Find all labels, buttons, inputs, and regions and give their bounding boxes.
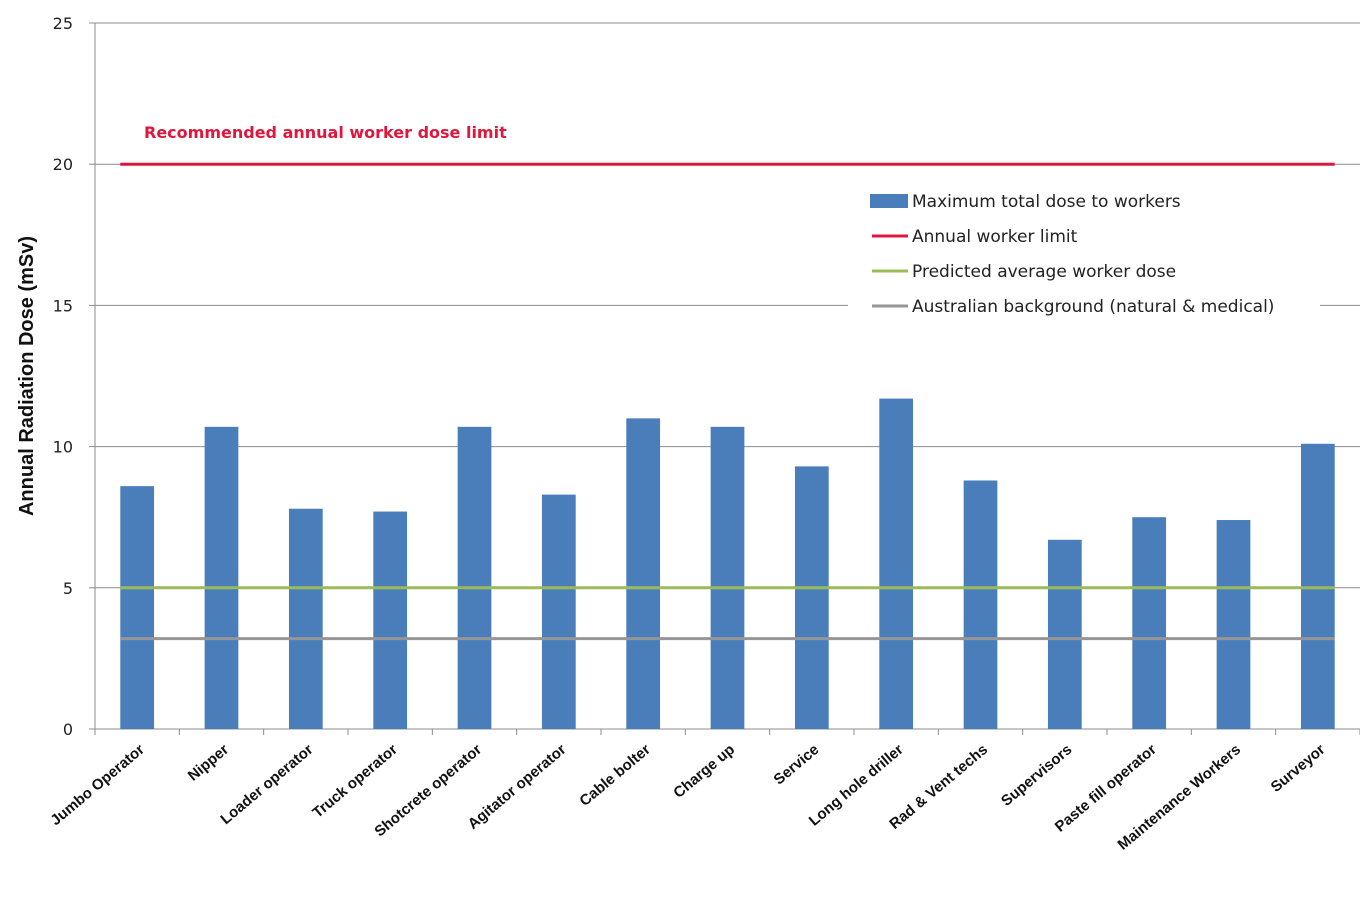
bar: [288, 508, 323, 729]
x-category-label: Supervisors: [998, 741, 1075, 810]
y-tick-label: 5: [63, 579, 73, 598]
bar: [1216, 520, 1251, 729]
x-category-label: Loader operator: [217, 741, 316, 828]
bar: [1047, 539, 1082, 729]
bar: [710, 426, 745, 729]
y-tick-labels: 0 5 10 15 20 25: [53, 14, 73, 739]
bar: [120, 486, 155, 729]
x-category-label: Nipper: [185, 741, 232, 785]
reference-lines: [120, 162, 1335, 641]
y-tick-label: 25: [53, 14, 73, 33]
legend-label: Annual worker limit: [912, 227, 1078, 247]
bar: [457, 426, 492, 729]
y-tick-label: 0: [63, 720, 73, 739]
legend-swatch-bar: [870, 194, 908, 208]
bar: [373, 511, 408, 729]
bar: [794, 466, 829, 729]
legend-label: Maximum total dose to workers: [912, 192, 1181, 212]
y-axis-label: Annual Radiation Dose (mSv): [16, 236, 38, 516]
legend-background: [848, 180, 1320, 322]
x-category-label: Service: [771, 741, 823, 788]
legend: Maximum total dose to workers Annual work…: [848, 180, 1320, 322]
y-tick-label: 10: [53, 438, 73, 457]
x-category-label: Jumbo Operator: [47, 741, 147, 829]
x-category-label: Cable bolter: [576, 741, 653, 810]
x-category-label: Truck operator: [309, 741, 401, 822]
legend-label: Predicted average worker dose: [912, 262, 1176, 282]
bar: [626, 418, 661, 729]
bar: [879, 398, 914, 729]
y-tick-label: 20: [53, 155, 73, 174]
x-category-label: Charge up: [670, 741, 738, 802]
bar: [963, 480, 998, 729]
bars: [120, 398, 1335, 729]
bar: [204, 426, 239, 729]
legend-label: Australian background (natural & medical…: [912, 297, 1274, 317]
bar: [541, 494, 576, 729]
y-tick-label: 15: [53, 296, 73, 315]
bar: [1132, 517, 1167, 729]
x-category-label: Surveyor: [1268, 741, 1329, 796]
dose-limit-annotation: Recommended annual worker dose limit: [144, 123, 507, 142]
